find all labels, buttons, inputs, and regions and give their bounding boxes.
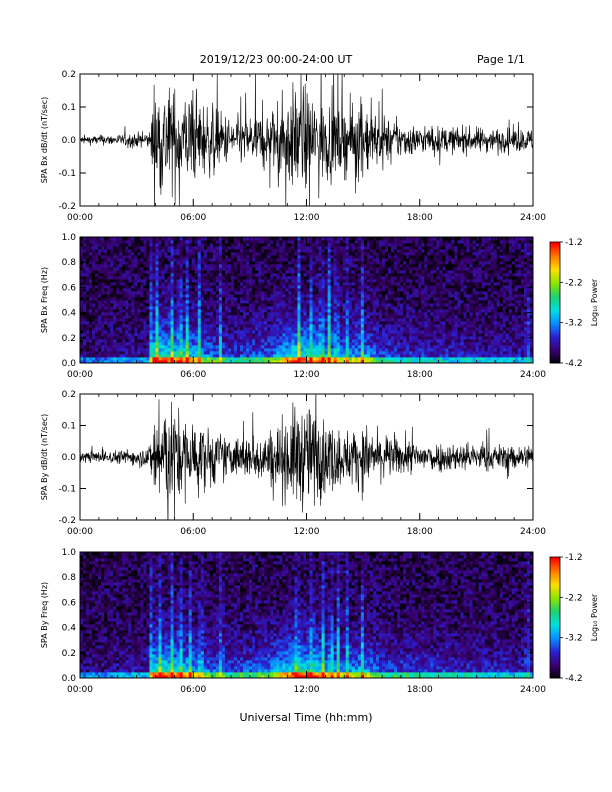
panel-4: 00:00 06:00 12:00 18:00 24:00 1.0 0.8 0.6 0.4 0.2… [40, 548, 599, 695]
colorbar-tick-label: -1.2 [565, 238, 583, 248]
x-tick-label: 12:00 [294, 527, 320, 537]
y-tick-label: 1.0 [62, 233, 77, 243]
y-tick-label: 0.2 [62, 70, 76, 80]
x-tick-label: 00:00 [67, 213, 93, 223]
x-tick-label: 12:00 [294, 213, 320, 223]
colorbar: -1.2 -2.2 -3.2 -4.2 Log₁₀ Power [549, 238, 599, 369]
y-tick-label: -0.2 [58, 202, 76, 212]
page-title: 2019/12/23 00:00-24:00 UT [199, 53, 353, 66]
x-tick-label: 00:00 [67, 685, 93, 695]
waveform-trace [80, 74, 533, 206]
panel-1: 00:00 06:00 12:00 18:00 24:00 0.2 0.1 0.0 -0.1 -0… [40, 70, 546, 223]
y-tick-label: 0.0 [62, 359, 77, 369]
panel-2: 00:00 06:00 12:00 18:00 24:00 1.0 0.8 0.6 0.4 0.2… [40, 233, 599, 380]
x-tick-label: 24:00 [520, 370, 546, 380]
x-tick-label: 12:00 [294, 370, 320, 380]
spectrogram-cells [80, 237, 533, 363]
y-tick-label: 0.1 [62, 103, 76, 113]
y-tick-label: 0.8 [62, 258, 77, 268]
colorbar-tick-label: -4.2 [565, 674, 583, 684]
y-tick-label: 0.0 [62, 674, 77, 684]
y-axis-title: SPA By dB/dt (nT/sec) [40, 414, 49, 501]
colorbar-tick-label: -4.2 [565, 359, 583, 369]
x-tick-label: 06:00 [180, 370, 206, 380]
x-tick-label: 06:00 [180, 685, 206, 695]
y-tick-label: -0.1 [58, 169, 76, 179]
colorbar: -1.2 -2.2 -3.2 -4.2 Log₁₀ Power [549, 553, 599, 684]
x-tick-label: 12:00 [294, 685, 320, 695]
x-axis-title: Universal Time (hh:mm) [239, 711, 373, 724]
y-tick-label: 0.1 [62, 422, 76, 432]
colorbar-tick-label: -2.2 [565, 593, 583, 603]
y-tick-label: 0.4 [62, 624, 77, 634]
x-tick-label: 18:00 [407, 685, 433, 695]
y-tick-label: 0.0 [62, 136, 77, 146]
y-tick-label: 0.2 [62, 390, 76, 400]
panel-3: 00:00 06:00 12:00 18:00 24:00 0.2 0.1 0.0 -0.1 -0… [40, 390, 546, 537]
x-tick-label: 06:00 [180, 527, 206, 537]
x-tick-label: 24:00 [520, 685, 546, 695]
x-tick-label: 00:00 [67, 370, 93, 380]
colorbar-tick-label: -3.2 [565, 319, 583, 329]
x-tick-label: 18:00 [407, 213, 433, 223]
y-axis-title: SPA Bx Freq (Hz) [40, 267, 49, 333]
colorbar-tick-label: -3.2 [565, 634, 583, 644]
colorbar-label: Log₁₀ Power [590, 593, 599, 641]
x-tick-label: 18:00 [407, 527, 433, 537]
waveform-trace [80, 394, 533, 520]
y-tick-label: 1.0 [62, 548, 77, 558]
y-tick-label: 0.2 [62, 649, 76, 659]
colorbar-frame [549, 241, 561, 364]
y-tick-label: 0.8 [62, 573, 77, 583]
colorbar-tick-label: -2.2 [565, 278, 583, 288]
y-axis-title: SPA By Freq (Hz) [40, 582, 49, 648]
page-number: Page 1/1 [477, 53, 525, 66]
x-tick-label: 00:00 [67, 527, 93, 537]
y-tick-label: -0.2 [58, 516, 76, 526]
colorbar-tick-label: -1.2 [565, 553, 583, 563]
y-tick-label: -0.1 [58, 485, 76, 495]
colorbar-frame [549, 556, 561, 679]
colorbar-label: Log₁₀ Power [590, 278, 599, 326]
y-tick-label: 0.2 [62, 334, 76, 344]
y-tick-label: 0.4 [62, 309, 77, 319]
y-tick-label: 0.0 [62, 453, 77, 463]
x-tick-label: 18:00 [407, 370, 433, 380]
x-tick-label: 24:00 [520, 527, 546, 537]
y-tick-label: 0.6 [62, 598, 77, 608]
y-tick-label: 0.6 [62, 283, 77, 293]
x-tick-label: 06:00 [180, 213, 206, 223]
y-axis-title: SPA Bx dB/dt (nT/sec) [40, 97, 49, 184]
x-tick-label: 24:00 [520, 213, 546, 223]
spectrogram-cells [80, 552, 533, 678]
